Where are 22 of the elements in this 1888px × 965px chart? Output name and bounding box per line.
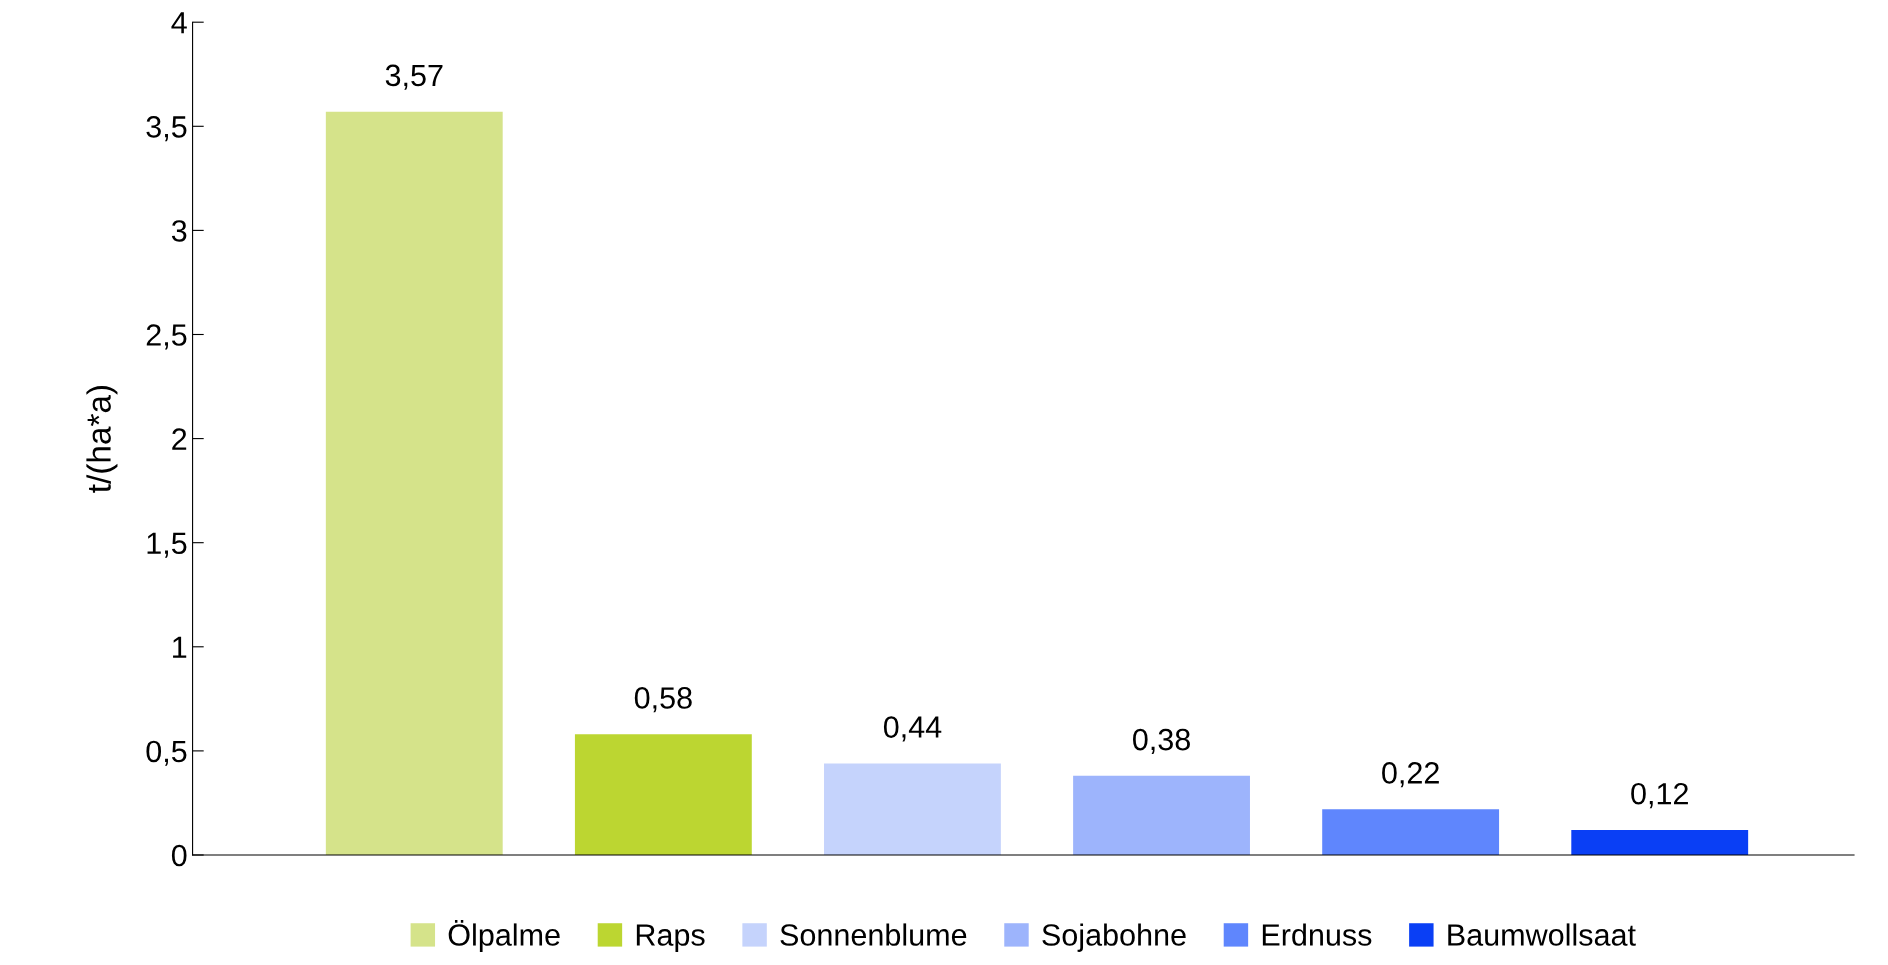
y-tick-label: 2,5 (146, 324, 187, 350)
legend-label: Ölpalme (448, 919, 560, 952)
data-label: 3,57 (385, 64, 443, 90)
legend-label: Sonnenblume (780, 923, 967, 946)
y-tick-label: 0 (171, 844, 187, 867)
legend-label: Sojabohne (1042, 923, 1186, 952)
y-axis-title: t/(ha*a) (86, 386, 118, 493)
legend-label: Baumwollsaat (1448, 923, 1636, 946)
y-tick-label: 3 (171, 220, 187, 242)
data-label: 0,38 (1133, 728, 1190, 754)
data-label: 0,58 (634, 687, 692, 713)
y-tick-label: 1,5 (147, 532, 187, 558)
legend-label: Raps (636, 924, 705, 952)
legend-label: Erdnuss (1262, 923, 1372, 946)
y-tick-label: 3,5 (146, 116, 187, 142)
y-tick-label: 4 (171, 12, 187, 34)
data-label: 0,22 (1382, 762, 1439, 788)
data-label: 0,44 (883, 716, 942, 742)
data-label: 0,12 (1631, 782, 1688, 809)
y-tick-label: 0,5 (146, 740, 187, 766)
y-tick-label: 2 (172, 428, 187, 450)
y-tick-label: 1 (173, 636, 187, 658)
